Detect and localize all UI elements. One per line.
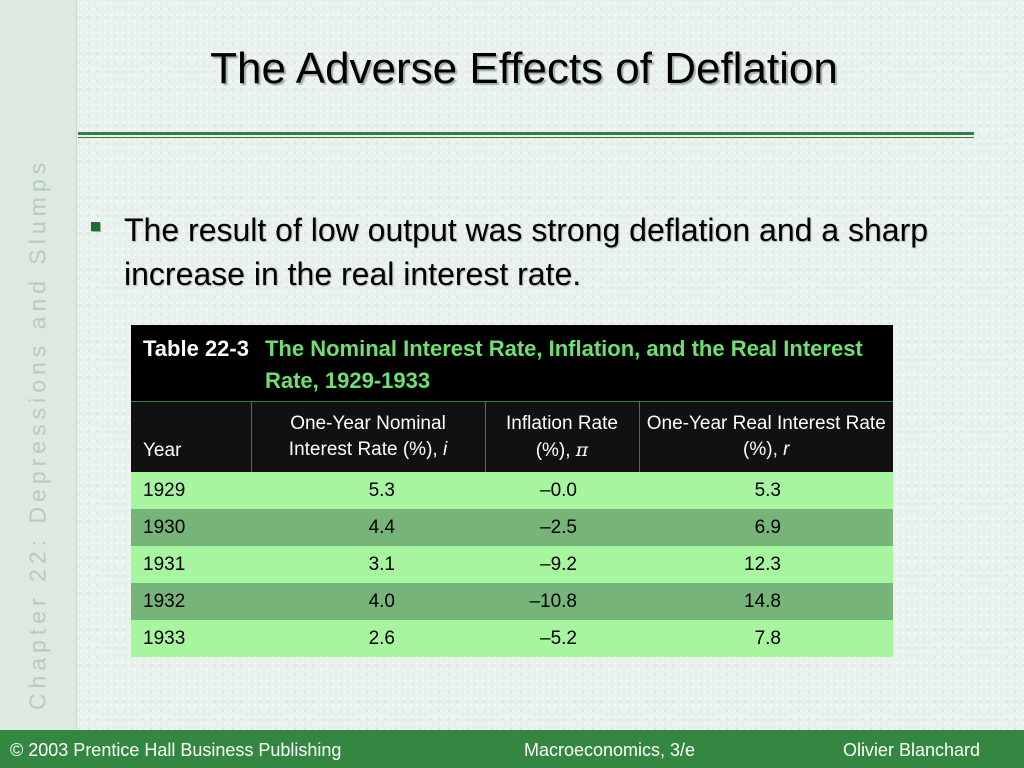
table-title: The Nominal Interest Rate, Inflation, an…	[264, 336, 863, 393]
header-real: One-Year Real Interest Rate (%), r	[639, 401, 893, 472]
cell-real: 14.8	[639, 583, 893, 620]
header-inflation-label: Inflation Rate (%),	[506, 412, 618, 461]
table-header-row: Year One-Year Nominal Interest Rate (%),…	[131, 401, 893, 472]
header-inflation-symbol: π	[575, 438, 589, 461]
cell-inflation: –5.2	[485, 620, 639, 657]
cell-year: 1932	[131, 583, 251, 620]
bullet-item: The result of low output was strong defl…	[88, 208, 968, 296]
header-year: Year	[131, 401, 252, 472]
title-divider	[78, 132, 974, 138]
table-caption: Table 22-3 The Nominal Interest Rate, In…	[131, 325, 893, 402]
footer-book: Macroeconomics, 3/e	[524, 740, 696, 760]
slide-title: The Adverse Effects of Deflation	[210, 44, 838, 93]
footer-copyright: © 2003 Prentice Hall Business Publishing	[10, 740, 342, 760]
chapter-label: Chapter 22: Depressions and Slumps	[24, 157, 51, 711]
table-row: 1930 4.4 –2.5 6.9	[131, 509, 893, 546]
table-row: 1932 4.0 –10.8 14.8	[131, 583, 893, 620]
table-row: 1929 5.3 –0.0 5.3	[131, 472, 893, 509]
cell-year: 1930	[131, 509, 251, 546]
table-row: 1931 3.1 –9.2 12.3	[131, 546, 893, 583]
cell-nominal: 4.4	[251, 509, 485, 546]
sidebar: Chapter 22: Depressions and Slumps	[0, 0, 77, 730]
header-nominal-symbol: i	[442, 439, 448, 460]
cell-inflation: –0.0	[485, 472, 639, 509]
footer-author: Olivier Blanchard	[842, 740, 980, 760]
cell-nominal: 3.1	[251, 546, 485, 583]
header-real-symbol: r	[783, 439, 790, 460]
cell-year: 1933	[131, 620, 251, 657]
cell-inflation: –2.5	[485, 509, 639, 546]
cell-year: 1931	[131, 546, 251, 583]
cell-real: 7.8	[639, 620, 893, 657]
cell-inflation: –9.2	[485, 546, 639, 583]
header-nominal-label: One-Year Nominal Interest Rate (%),	[288, 413, 446, 460]
header-inflation: Inflation Rate (%), π	[485, 401, 640, 472]
header-nominal: One-Year Nominal Interest Rate (%), i	[251, 401, 486, 472]
table-number: Table 22-3	[143, 336, 249, 361]
table-row: 1933 2.6 –5.2 7.8	[131, 620, 893, 657]
header-real-label: One-Year Real Interest Rate (%),	[646, 413, 886, 460]
footer-bar: © 2003 Prentice Hall Business Publishing…	[0, 730, 1024, 768]
cell-nominal: 4.0	[251, 583, 485, 620]
cell-real: 6.9	[639, 509, 893, 546]
data-table: Table 22-3 The Nominal Interest Rate, In…	[131, 325, 893, 657]
cell-real: 12.3	[639, 546, 893, 583]
cell-nominal: 5.3	[251, 472, 485, 509]
cell-real: 5.3	[639, 472, 893, 509]
cell-year: 1929	[131, 472, 251, 509]
square-bullet-icon	[91, 222, 100, 231]
cell-inflation: –10.8	[485, 583, 639, 620]
bullet-text: The result of low output was strong defl…	[124, 212, 929, 292]
cell-nominal: 2.6	[251, 620, 485, 657]
